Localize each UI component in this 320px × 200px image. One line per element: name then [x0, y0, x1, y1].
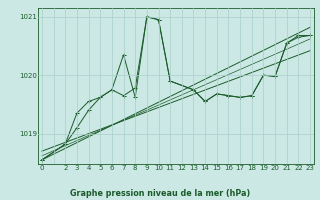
- Text: Graphe pression niveau de la mer (hPa): Graphe pression niveau de la mer (hPa): [70, 189, 250, 198]
